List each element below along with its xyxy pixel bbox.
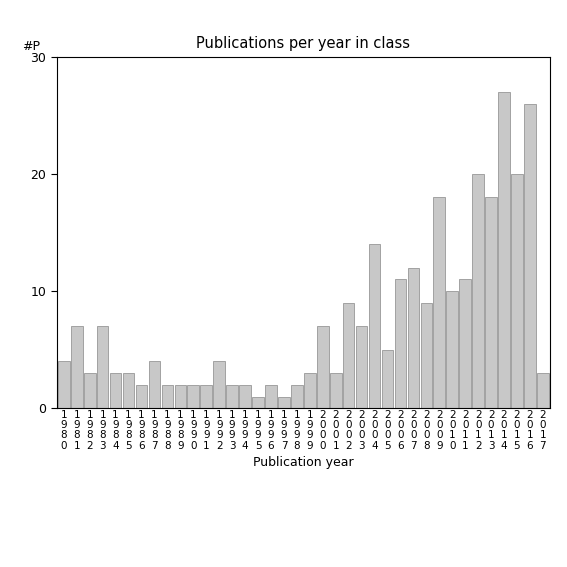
Bar <box>524 104 536 408</box>
Bar <box>356 326 367 408</box>
X-axis label: Publication year: Publication year <box>253 456 354 469</box>
Bar <box>343 303 354 408</box>
Bar <box>136 385 147 408</box>
Bar <box>472 174 484 408</box>
Bar <box>239 385 251 408</box>
Bar <box>213 361 225 408</box>
Bar <box>226 385 238 408</box>
Bar <box>304 373 316 408</box>
Bar <box>265 385 277 408</box>
Bar <box>291 385 303 408</box>
Bar <box>369 244 380 408</box>
Bar <box>459 280 471 408</box>
Bar <box>122 373 134 408</box>
Bar <box>433 197 445 408</box>
Bar <box>511 174 523 408</box>
Bar <box>408 268 419 408</box>
Bar <box>188 385 199 408</box>
Bar <box>200 385 212 408</box>
Bar <box>278 396 290 408</box>
Title: Publications per year in class: Publications per year in class <box>196 36 411 52</box>
Bar <box>485 197 497 408</box>
Bar <box>382 350 393 408</box>
Bar <box>110 373 121 408</box>
Bar <box>162 385 174 408</box>
Bar <box>71 326 83 408</box>
Bar <box>421 303 432 408</box>
Bar <box>58 361 70 408</box>
Bar <box>149 361 160 408</box>
Bar <box>97 326 108 408</box>
Bar <box>175 385 186 408</box>
Bar <box>317 326 329 408</box>
Text: #P: #P <box>22 40 40 53</box>
Bar <box>84 373 96 408</box>
Bar <box>446 291 458 408</box>
Bar <box>395 280 407 408</box>
Bar <box>498 92 510 408</box>
Bar <box>537 373 549 408</box>
Bar <box>252 396 264 408</box>
Bar <box>330 373 341 408</box>
